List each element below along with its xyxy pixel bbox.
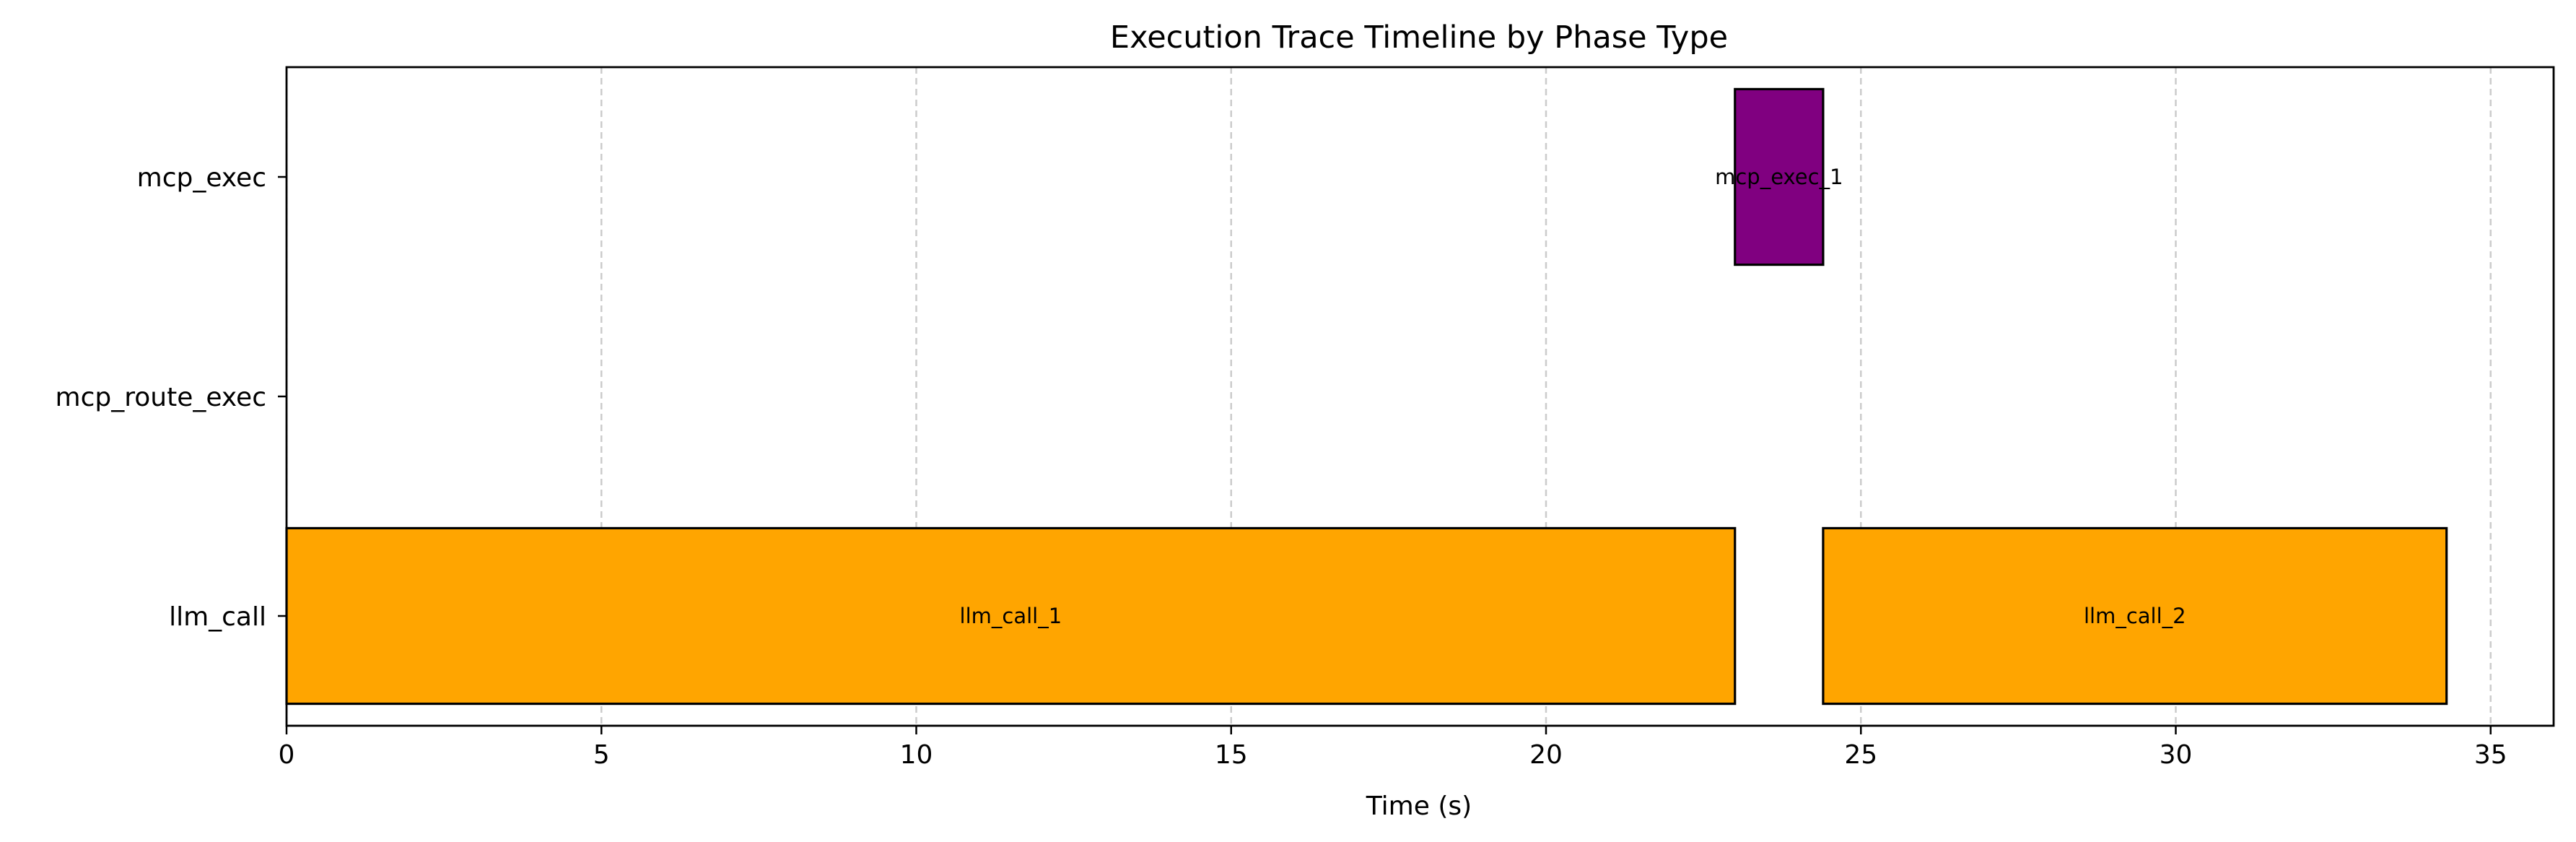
bar-label-mcp-exec-1: mcp_exec_1 <box>1715 165 1843 189</box>
x-tick-label: 35 <box>2474 740 2507 770</box>
bars <box>285 87 2448 706</box>
y-ticks: llm_call mcp_route_exec mcp_exec <box>56 163 287 632</box>
x-tick-label: 25 <box>1844 740 1877 770</box>
x-tick-label: 10 <box>900 740 933 770</box>
bar-mcp-exec-1 <box>1734 87 1825 266</box>
bar-labels: llm_call_1 mcp_exec_1 llm_call_2 <box>960 165 2186 628</box>
x-tick-label: 30 <box>2160 740 2193 770</box>
x-axis-label: Time (s) <box>1366 791 1472 821</box>
y-tick-label-llm-call: llm_call <box>169 602 266 632</box>
grid-lines <box>285 67 2492 726</box>
x-tick-label: 20 <box>1529 740 1563 770</box>
x-tick-label: 15 <box>1215 740 1248 770</box>
chart-title: Execution Trace Timeline by Phase Type <box>1110 19 1728 56</box>
x-tick-label: 5 <box>593 740 610 770</box>
x-ticks: 0 5 10 15 20 25 30 35 <box>279 726 2507 770</box>
y-tick-label-mcp-exec: mcp_exec <box>137 163 266 193</box>
y-tick-label-mcp-route-exec: mcp_route_exec <box>56 383 266 412</box>
bar-label-llm-call-1: llm_call_1 <box>960 604 1062 628</box>
bar-llm-call-2 <box>1822 526 2448 706</box>
bar-llm-call-1 <box>285 526 1737 706</box>
x-tick-label: 0 <box>279 740 295 770</box>
bar-label-llm-call-2: llm_call_2 <box>2084 604 2186 628</box>
